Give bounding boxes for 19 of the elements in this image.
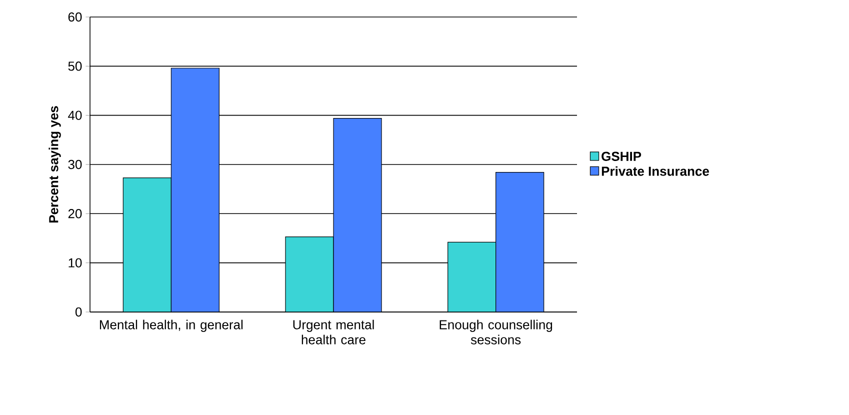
y-axis-title: Percent saying yes bbox=[48, 106, 61, 223]
y-tick-label: 30 bbox=[68, 160, 82, 170]
y-tick-label: 10 bbox=[68, 258, 82, 268]
y-tick-label: 20 bbox=[68, 209, 82, 218]
x-tick-label: Urgent mental health care bbox=[293, 320, 374, 344]
bar bbox=[170, 68, 220, 312]
bar bbox=[285, 236, 334, 312]
x-tick-label: Enough counselling sessions bbox=[440, 320, 552, 344]
y-tick-label: 0 bbox=[75, 307, 82, 317]
bar bbox=[122, 177, 172, 312]
y-tick-label: 40 bbox=[68, 110, 82, 120]
y-tick-label: 50 bbox=[68, 62, 82, 71]
legend-label: Private Insurance bbox=[602, 166, 709, 176]
legend-label: GSHIP bbox=[602, 152, 642, 161]
bar bbox=[448, 242, 496, 312]
y-tick-label: 60 bbox=[68, 12, 82, 22]
bar bbox=[496, 172, 544, 312]
x-tick-label: Mental health, in general bbox=[100, 320, 243, 332]
bar bbox=[333, 118, 382, 312]
